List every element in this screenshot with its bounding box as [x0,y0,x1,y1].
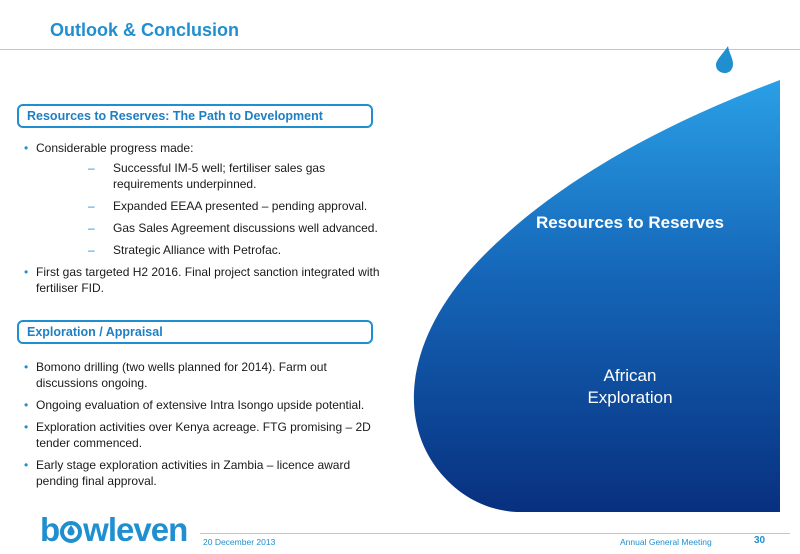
dash-icon: – [88,221,95,235]
small-drop-icon [716,46,733,73]
bullet-text: Considerable progress made: [36,141,194,155]
bullet-dot-icon: • [24,458,29,472]
drop-subheading-line2: Exploration [587,388,673,407]
logo-text-suffix: wleven [83,511,188,548]
title-divider [0,49,800,50]
sub-bullet-text: Strategic Alliance with Petrofac. [113,243,282,257]
drop-subheading-line1: African [603,366,657,385]
list-item: • Exploration activities over Kenya acre… [22,419,392,451]
bullet-dot-icon: • [24,141,29,155]
sub-list-item: – Successful IM-5 well; fertiliser sales… [36,160,392,192]
bullet-dot-icon: • [24,360,29,374]
large-drop-shape [413,80,780,512]
list-item: • Ongoing evaluation of extensive Intra … [22,397,392,413]
dash-icon: – [88,161,95,175]
sub-list-item: – Gas Sales Agreement discussions well a… [36,220,392,236]
logo-drop-o-icon [59,514,83,543]
sub-list-item: – Strategic Alliance with Petrofac. [36,242,392,258]
list-item: • Bomono drilling (two wells planned for… [22,359,392,391]
logo-text-prefix: b [40,511,60,548]
page-number: 30 [754,535,766,546]
sub-list-item: – Expanded EEAA presented – pending appr… [36,198,392,214]
bullet-dot-icon: • [24,265,29,279]
exploration-bullet-list: • Bomono drilling (two wells planned for… [22,359,392,495]
bullet-dot-icon: • [24,398,29,412]
footer-meeting-title: Annual General Meeting [620,537,712,547]
dash-icon: – [88,243,95,257]
bullet-text: Ongoing evaluation of extensive Intra Is… [36,398,365,412]
drop-heading: Resources to Reserves [535,213,725,232]
bullet-text: Early stage exploration activities in Za… [36,458,351,488]
sub-bullet-text: Gas Sales Agreement discussions well adv… [113,221,378,235]
sub-bullet-text: Expanded EEAA presented – pending approv… [113,199,368,213]
bowleven-logo: b wleven [40,511,188,548]
list-item: • Early stage exploration activities in … [22,457,392,489]
section-heading-resources: Resources to Reserves: The Path to Devel… [17,104,373,128]
bullet-text: First gas targeted H2 2016. Final projec… [36,265,380,295]
footer-divider [200,533,790,534]
slide-title: Outlook & Conclusion [50,20,239,40]
resources-bullet-list: • Considerable progress made: – Successf… [22,140,392,302]
list-item: • Considerable progress made: – Successf… [22,140,392,258]
bullet-dot-icon: • [24,420,29,434]
bullet-text: Bomono drilling (two wells planned for 2… [36,360,327,390]
dash-icon: – [88,199,95,213]
bullet-text: Exploration activities over Kenya acreag… [36,420,371,450]
list-item: • First gas targeted H2 2016. Final proj… [22,264,392,296]
footer-date: 20 December 2013 [203,537,276,547]
section-heading-exploration: Exploration / Appraisal [17,320,373,344]
sub-bullet-text: Successful IM-5 well; fertiliser sales g… [113,161,326,191]
drop-subheading: African Exploration [545,365,715,409]
